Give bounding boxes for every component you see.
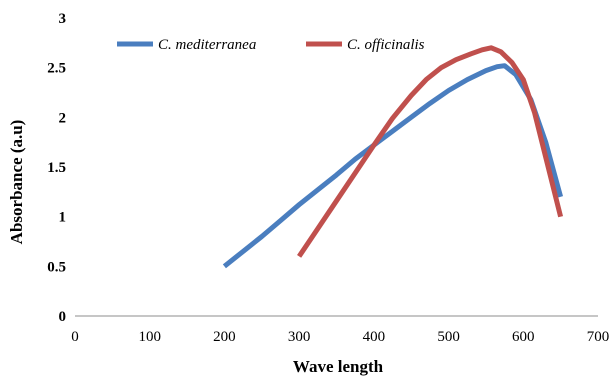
x-tick-label: 600 — [512, 329, 535, 345]
series-line-2 — [297, 45, 564, 258]
x-tick-label: 300 — [288, 329, 311, 345]
y-tick-label: 0.5 — [47, 259, 66, 275]
y-tick-label: 0 — [59, 309, 67, 325]
y-tick-labels: 0 0.5 1 1.5 2 2.5 3 — [47, 11, 66, 325]
series-line-1 — [222, 63, 564, 269]
y-tick-label: 1.5 — [47, 160, 66, 176]
y-axis-title: Absorbance (a.u) — [7, 120, 26, 245]
legend-label-1: C. mediterranea — [158, 37, 256, 53]
legend: C. mediterranea C. officinalis — [117, 37, 425, 53]
series-layer — [222, 45, 564, 269]
x-axis-title: Wave length — [293, 357, 384, 376]
x-tick-labels: 0 100 200 300 400 500 600 700 — [71, 329, 609, 345]
x-tick-label: 200 — [213, 329, 236, 345]
x-tick-label: 500 — [437, 329, 460, 345]
legend-label-2: C. officinalis — [347, 37, 425, 53]
x-tick-label: 700 — [587, 329, 610, 345]
y-tick-label: 2 — [59, 110, 67, 126]
y-tick-label: 1 — [59, 210, 67, 226]
x-tick-label: 400 — [363, 329, 386, 345]
x-tick-label: 0 — [71, 329, 79, 345]
y-tick-label: 3 — [59, 11, 67, 27]
x-tick-label: 100 — [138, 329, 161, 345]
y-tick-label: 2.5 — [47, 61, 66, 77]
